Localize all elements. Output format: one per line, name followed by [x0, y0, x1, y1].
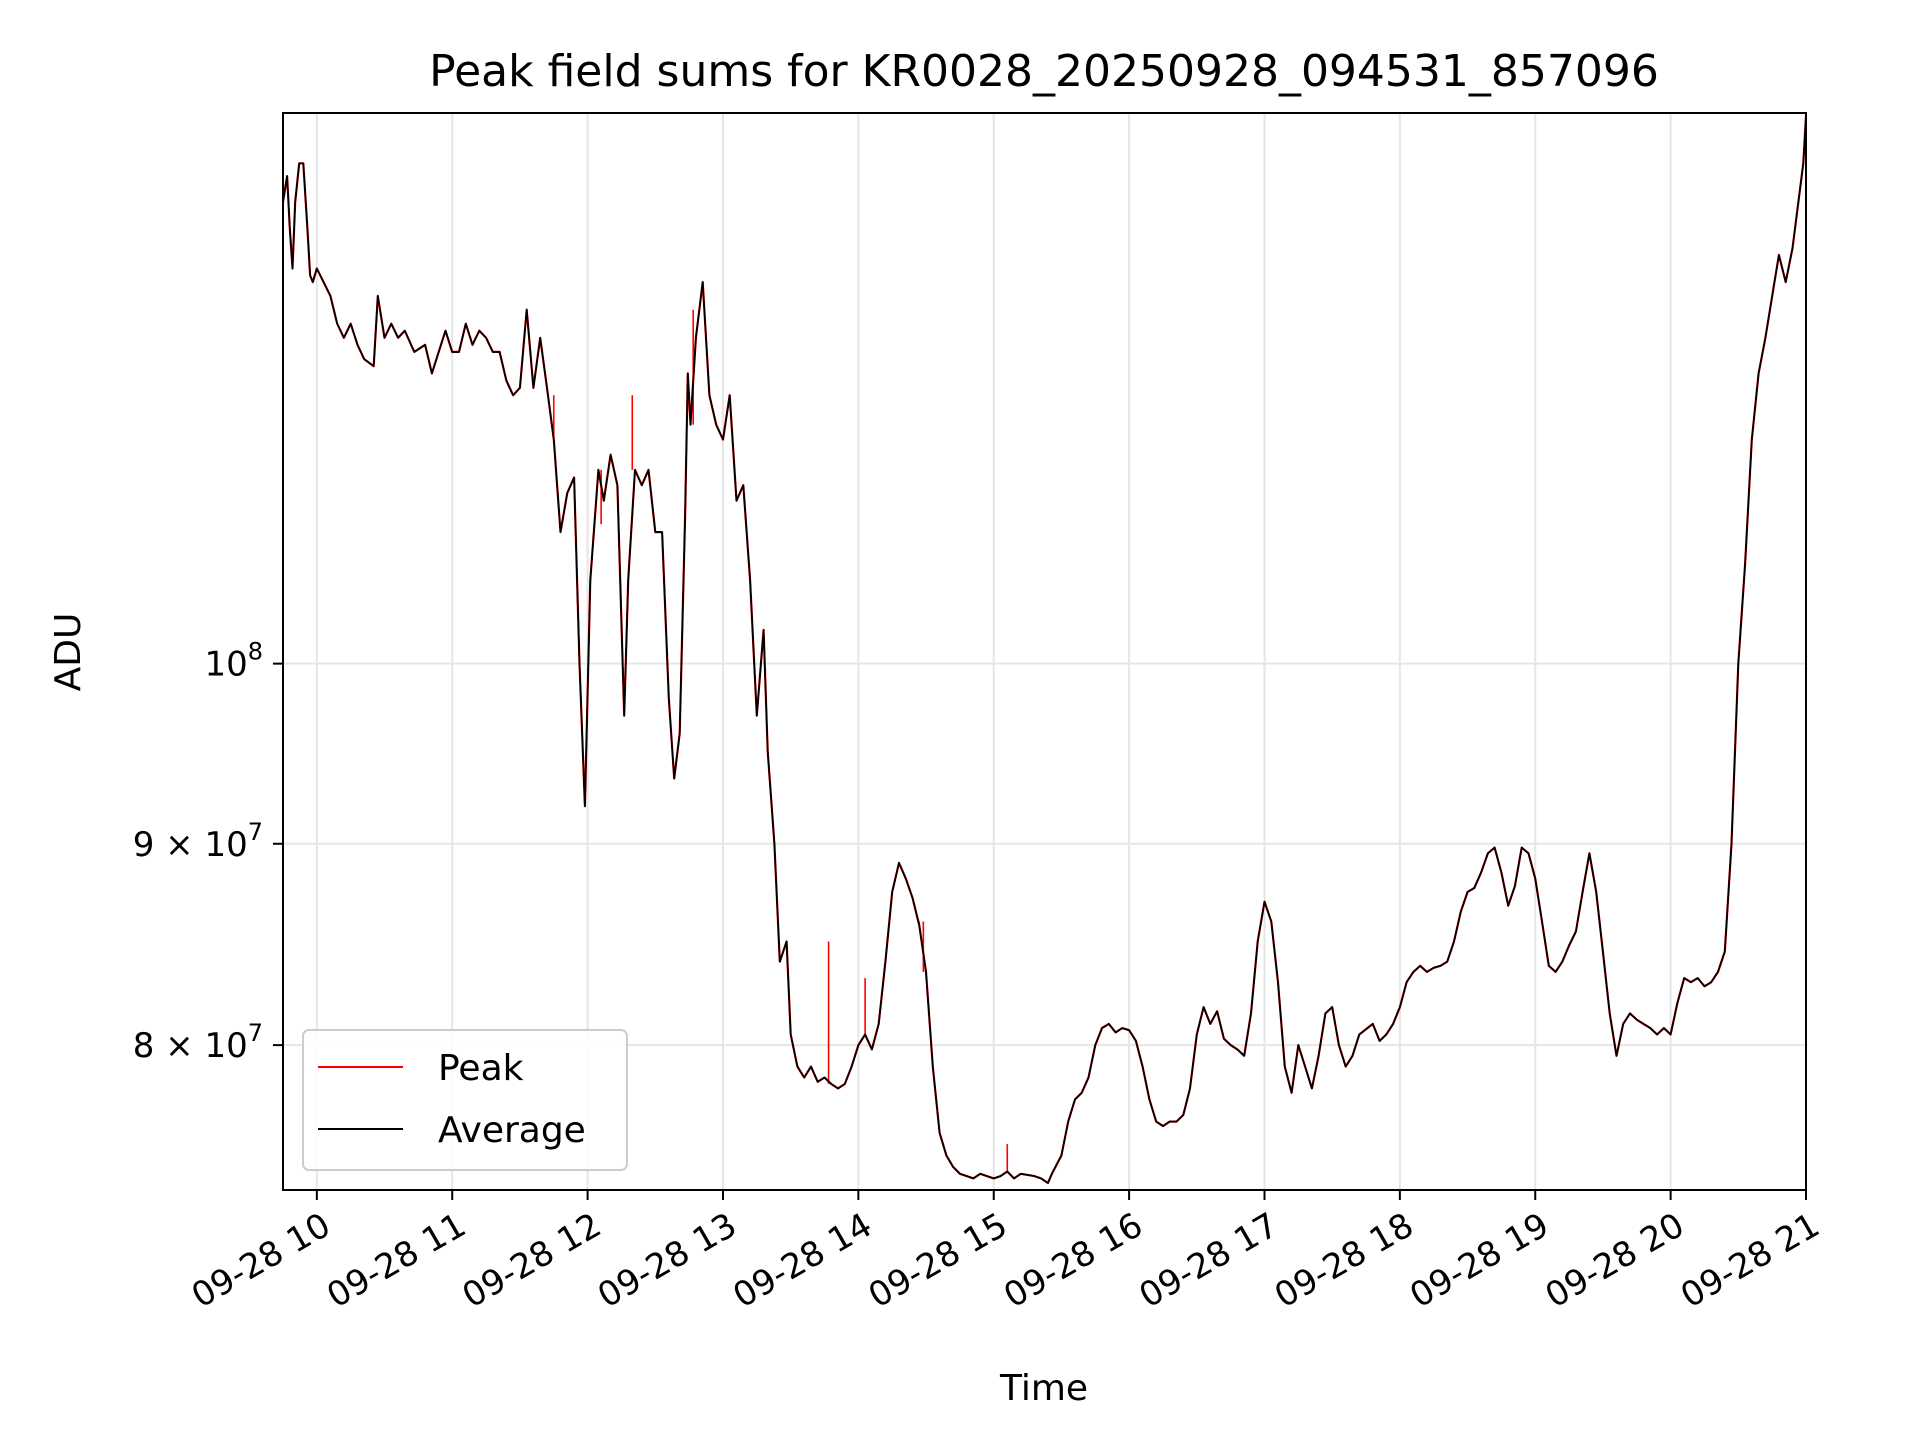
y-tick-label: 9 × 107: [133, 818, 263, 865]
chart-title: Peak field sums for KR0028_20250928_0945…: [429, 46, 1659, 97]
y-axis-label: ADU: [48, 613, 89, 692]
series-line-average-top: [283, 115, 1806, 1184]
plot-series: [283, 115, 1806, 1185]
legend-box: [302, 1029, 628, 1171]
legend-label-average: Average: [438, 1110, 586, 1151]
plot-frame: [282, 112, 1807, 1191]
legend: Peak Average: [302, 1029, 628, 1171]
grid: [283, 113, 1807, 1190]
x-axis-label: Time: [999, 1368, 1088, 1409]
y-tick-label: 8 × 107: [133, 1019, 263, 1066]
legend-label-peak: Peak: [438, 1048, 524, 1089]
